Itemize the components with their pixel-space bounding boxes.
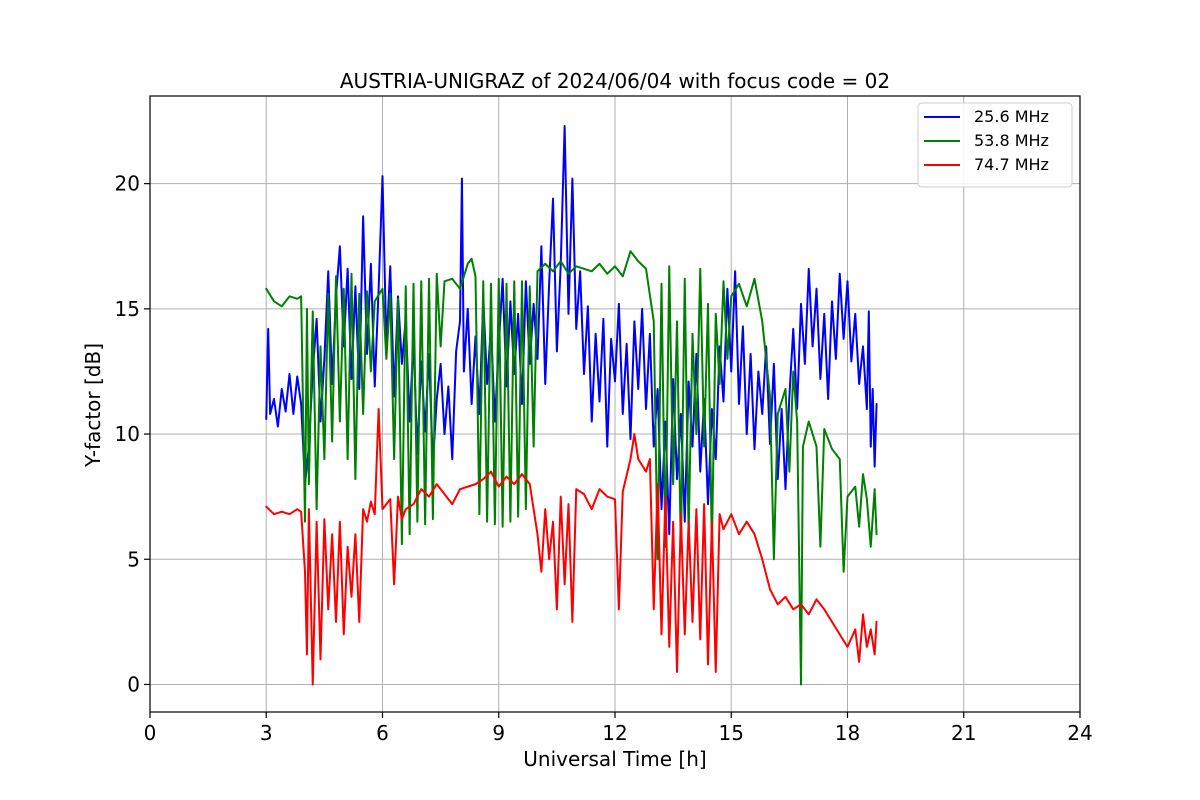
series-line-1 xyxy=(265,125,878,536)
x-tick-label-0: 0 xyxy=(144,721,157,745)
x-tick-label-3: 3 xyxy=(260,721,273,745)
legend[interactable]: 25.6 MHz 53.8 MHz 74.7 MHz xyxy=(917,102,1073,188)
x-tick-label-18: 18 xyxy=(835,721,860,745)
series-line-3 xyxy=(265,408,878,686)
legend-label-2: 53.8 MHz xyxy=(974,131,1049,150)
x-axis-label: Universal Time [h] xyxy=(523,747,706,771)
y-tick-label-5: 5 xyxy=(127,547,140,571)
y-tick-label-15: 15 xyxy=(115,297,140,321)
y-tick-label-10: 10 xyxy=(115,422,140,446)
x-tick-label-24: 24 xyxy=(1067,721,1092,745)
y-tick-label-20: 20 xyxy=(115,172,140,196)
legend-label-1: 25.6 MHz xyxy=(974,107,1049,126)
y-axis-label: Y-factor [dB] xyxy=(81,343,105,468)
chart-title: AUSTRIA-UNIGRAZ of 2024/06/04 with focus… xyxy=(340,69,890,93)
data-layer xyxy=(265,125,878,686)
x-tick-label-21: 21 xyxy=(951,721,976,745)
axes-layer: 0 3 6 9 12 15 18 21 24 0 5 10 15 20 xyxy=(115,95,1093,745)
grid-layer xyxy=(149,96,1081,712)
x-tick-label-6: 6 xyxy=(376,721,389,745)
x-tick-label-15: 15 xyxy=(719,721,744,745)
x-tick-label-9: 9 xyxy=(492,721,505,745)
x-tick-label-12: 12 xyxy=(602,721,627,745)
series-line-2 xyxy=(265,250,878,686)
y-tick-label-0: 0 xyxy=(127,672,140,696)
legend-label-3: 74.7 MHz xyxy=(974,155,1049,174)
